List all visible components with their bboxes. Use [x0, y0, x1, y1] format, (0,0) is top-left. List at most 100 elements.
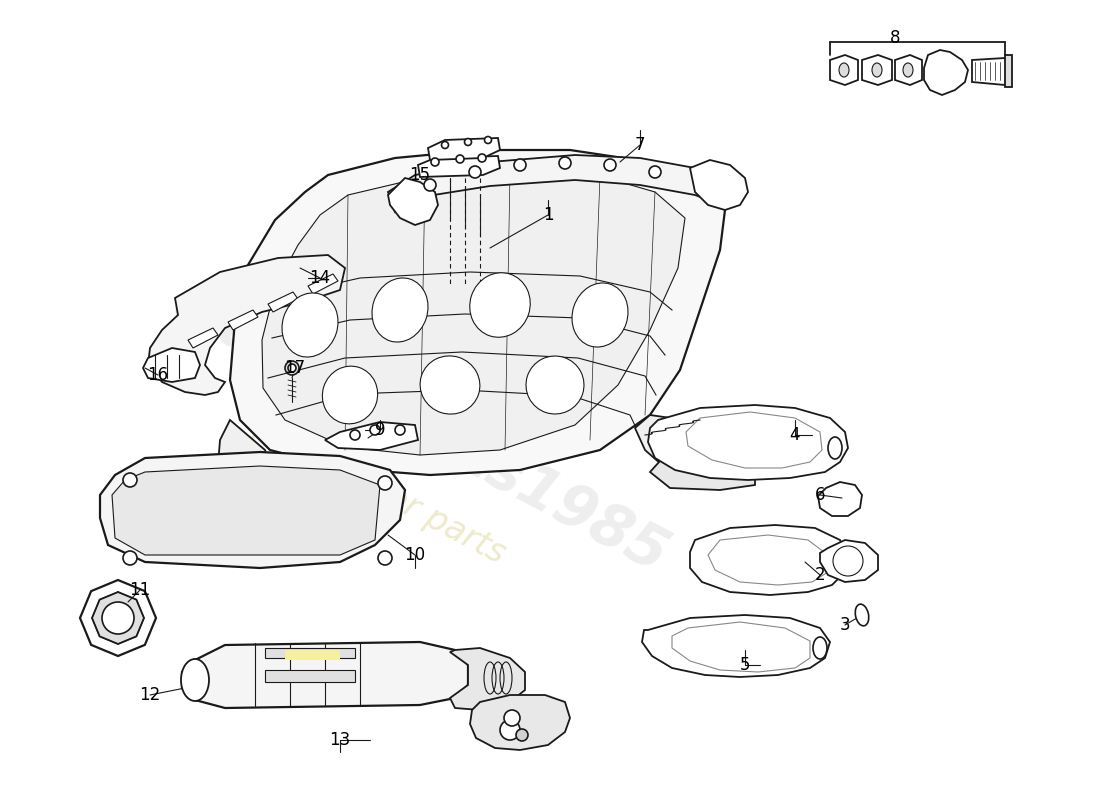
- Polygon shape: [92, 592, 144, 644]
- Text: passion for parts: passion for parts: [249, 410, 512, 570]
- Polygon shape: [80, 580, 156, 656]
- Text: 3: 3: [839, 616, 850, 634]
- Polygon shape: [708, 535, 828, 585]
- Polygon shape: [642, 615, 830, 677]
- Ellipse shape: [828, 437, 842, 459]
- Polygon shape: [672, 622, 810, 672]
- Polygon shape: [388, 178, 438, 225]
- Polygon shape: [285, 650, 340, 660]
- Text: 5: 5: [739, 656, 750, 674]
- Circle shape: [469, 166, 481, 178]
- Text: 10: 10: [405, 546, 426, 564]
- Circle shape: [431, 158, 439, 166]
- Text: 17: 17: [285, 359, 306, 377]
- Text: 9: 9: [375, 421, 385, 439]
- Circle shape: [559, 157, 571, 169]
- Polygon shape: [862, 55, 892, 85]
- Text: 12: 12: [140, 686, 161, 704]
- Ellipse shape: [420, 356, 480, 414]
- Circle shape: [516, 729, 528, 741]
- Circle shape: [649, 166, 661, 178]
- Circle shape: [102, 602, 134, 634]
- Polygon shape: [648, 405, 848, 480]
- Ellipse shape: [872, 63, 882, 77]
- Circle shape: [370, 425, 379, 435]
- Polygon shape: [470, 695, 570, 750]
- Circle shape: [604, 159, 616, 171]
- Polygon shape: [1005, 55, 1012, 87]
- Polygon shape: [100, 452, 405, 568]
- Polygon shape: [895, 55, 922, 85]
- Circle shape: [378, 551, 392, 565]
- Text: 15: 15: [409, 166, 430, 184]
- Text: 13: 13: [329, 731, 351, 749]
- Ellipse shape: [372, 278, 428, 342]
- Ellipse shape: [813, 637, 827, 659]
- Polygon shape: [308, 274, 338, 294]
- Circle shape: [484, 137, 492, 143]
- Text: 7: 7: [635, 136, 646, 154]
- Text: classicparts1985: classicparts1985: [163, 275, 678, 585]
- Polygon shape: [690, 525, 848, 595]
- Circle shape: [424, 179, 436, 191]
- Polygon shape: [650, 450, 755, 490]
- Polygon shape: [820, 540, 878, 582]
- Ellipse shape: [572, 283, 628, 347]
- Polygon shape: [112, 466, 380, 555]
- Circle shape: [123, 551, 138, 565]
- Polygon shape: [268, 292, 298, 312]
- Polygon shape: [450, 648, 525, 710]
- Polygon shape: [972, 58, 1008, 85]
- Polygon shape: [418, 156, 500, 177]
- Circle shape: [441, 142, 449, 149]
- Circle shape: [504, 710, 520, 726]
- Text: 8: 8: [890, 29, 900, 47]
- Circle shape: [478, 154, 486, 162]
- Text: 2: 2: [815, 566, 825, 584]
- Ellipse shape: [282, 293, 338, 357]
- Circle shape: [123, 473, 138, 487]
- Polygon shape: [818, 482, 862, 516]
- Polygon shape: [924, 50, 968, 95]
- Ellipse shape: [526, 356, 584, 414]
- Polygon shape: [228, 310, 258, 330]
- Circle shape: [464, 138, 472, 146]
- Circle shape: [456, 155, 464, 163]
- Polygon shape: [218, 420, 280, 510]
- Ellipse shape: [322, 366, 377, 424]
- Polygon shape: [262, 172, 685, 455]
- Polygon shape: [324, 422, 418, 450]
- Polygon shape: [388, 155, 740, 212]
- Polygon shape: [148, 255, 345, 395]
- Circle shape: [285, 361, 299, 375]
- Text: 4: 4: [790, 426, 801, 444]
- Ellipse shape: [839, 63, 849, 77]
- Polygon shape: [265, 670, 355, 682]
- Text: 1: 1: [542, 206, 553, 224]
- Ellipse shape: [903, 63, 913, 77]
- Circle shape: [350, 430, 360, 440]
- Text: 16: 16: [147, 366, 168, 384]
- Polygon shape: [143, 348, 200, 382]
- Polygon shape: [686, 412, 822, 468]
- Text: 11: 11: [130, 581, 151, 599]
- Polygon shape: [188, 328, 218, 348]
- Circle shape: [378, 476, 392, 490]
- Polygon shape: [830, 55, 858, 85]
- Polygon shape: [230, 150, 725, 475]
- Polygon shape: [428, 138, 501, 160]
- Polygon shape: [690, 160, 748, 210]
- Polygon shape: [635, 415, 720, 480]
- Circle shape: [395, 425, 405, 435]
- Polygon shape: [182, 642, 468, 708]
- Ellipse shape: [182, 659, 209, 701]
- Circle shape: [514, 159, 526, 171]
- Circle shape: [833, 546, 864, 576]
- Text: 14: 14: [309, 269, 331, 287]
- Polygon shape: [265, 648, 355, 658]
- Text: 6: 6: [815, 486, 825, 504]
- Ellipse shape: [470, 273, 530, 338]
- Ellipse shape: [855, 604, 869, 626]
- Circle shape: [500, 720, 520, 740]
- Circle shape: [288, 364, 296, 372]
